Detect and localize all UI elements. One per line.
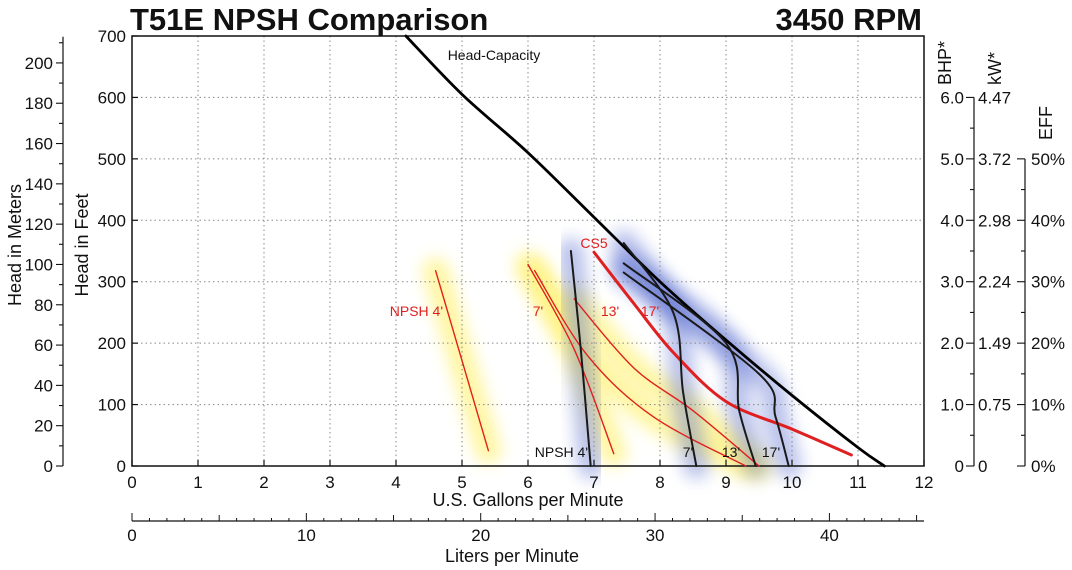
series-6-label: NPSH 4' [535,444,588,460]
meters-tick-label: 140 [25,175,53,194]
series-3-line [527,263,615,455]
series-5-label: 17' [641,303,659,319]
lpm-tick-label: 30 [646,526,665,545]
series-1-line [592,250,853,457]
eff-tick-label: 0% [1031,457,1056,476]
x-tick-label: 8 [655,473,664,492]
x-tick-label: 5 [457,473,466,492]
y-tick-label: 700 [98,27,126,46]
eff-tick-label: 50% [1031,150,1065,169]
y-tick-label: 400 [98,211,126,230]
x-tick-label: 11 [849,473,867,492]
series-5-line [573,298,760,467]
kw-tick-label: 4.47 [978,88,1011,107]
labels-layer: Head-Capacity CS5 NPSH 4' 7' 13' 17' NPSH 4' 7'… [390,47,780,460]
kw-tick-label: 0 [978,457,987,476]
bhp-tick-label: 2.0 [940,334,964,353]
y-tick-label: 600 [98,88,126,107]
meters-tick-label: 100 [25,255,53,274]
meters-tick-label: 200 [25,54,53,73]
x-tick-label: 1 [193,473,202,492]
x-axis-label-gpm: U.S. Gallons per Minute [432,490,623,510]
x-tick-label: 10 [783,473,802,492]
kw-tick-label: 1.49 [978,334,1011,353]
kw-tick-label: 2.24 [978,273,1011,292]
series-1-label: CS5 [580,235,607,251]
series-9-line [622,271,790,467]
series-layer [404,34,886,468]
y-axis-label-kw: kW* [985,52,1005,85]
kw-tick-label: 3.72 [978,150,1011,169]
bhp-tick-label: 1.0 [940,396,964,415]
chart-title: T51E NPSH Comparison [130,2,488,37]
series-2-label: NPSH 4' [390,303,443,319]
y-tick-label: 0 [117,457,126,476]
series-7-label: 7' [683,444,693,460]
lpm-tick-label: 0 [127,526,136,545]
y-axis-label-eff: EFF [1036,106,1056,140]
meters-tick-label: 0 [44,457,53,476]
y-axis-label-bhp: BHP* [935,41,955,85]
meters-tick-label: 120 [25,215,53,234]
lpm-tick-label: 20 [471,526,490,545]
meters-tick-label: 160 [25,135,53,154]
series-0-label: Head-Capacity [448,47,541,63]
y-tick-label: 200 [98,334,126,353]
x-axis-label-lpm: Liters per Minute [445,546,579,566]
x-tick-label: 2 [259,473,268,492]
meters-tick-label: 180 [25,94,53,113]
series-8-line [622,262,757,467]
series-7-line [622,242,698,467]
series-9-label: 17' [762,444,780,460]
kw-tick-label: 0.75 [978,396,1011,415]
y-axis-label-meters: Head in Meters [5,184,25,306]
axes-layer: 0 1 2 3 4 5 6 7 8 9 10 11 12010020030040050060070002… [25,27,1065,545]
y-tick-label: 100 [98,396,126,415]
lpm-tick-label: 10 [297,526,316,545]
meters-tick-label: 60 [34,336,53,355]
bhp-tick-label: 5.0 [940,150,964,169]
eff-tick-label: 10% [1031,396,1065,415]
x-tick-label: 7 [589,473,598,492]
x-tick-label: 4 [391,473,400,492]
series-4-line [533,269,747,467]
series-8-label: 13' [722,444,740,460]
series-6-line [569,250,592,467]
x-tick-label: 9 [721,473,730,492]
x-tick-label: 0 [127,473,136,492]
series-4-label: 13' [601,303,619,319]
y-tick-label: 500 [98,150,126,169]
bhp-tick-label: 4.0 [940,211,964,230]
bhp-tick-label: 3.0 [940,273,964,292]
chart-speed: 3450 RPM [776,2,922,37]
x-tick-label: 3 [325,473,334,492]
lpm-tick-label: 40 [820,526,839,545]
kw-tick-label: 2.98 [978,211,1011,230]
series-3-label: 7' [533,303,543,319]
bhp-tick-label: 6.0 [940,88,964,107]
y-tick-label: 300 [98,273,126,292]
meters-tick-label: 20 [34,417,53,436]
meters-tick-label: 80 [34,296,53,315]
eff-tick-label: 40% [1031,211,1065,230]
grid-layer [132,36,924,466]
series-0-line [404,34,886,468]
eff-tick-label: 30% [1031,273,1065,292]
bhp-tick-label: 0 [955,457,964,476]
meters-tick-label: 40 [34,376,53,395]
x-tick-label: 6 [523,473,532,492]
series-2-line [434,269,490,452]
x-tick-label: 12 [915,473,934,492]
eff-tick-label: 20% [1031,334,1065,353]
y-axis-label-feet: Head in Feet [72,193,92,296]
